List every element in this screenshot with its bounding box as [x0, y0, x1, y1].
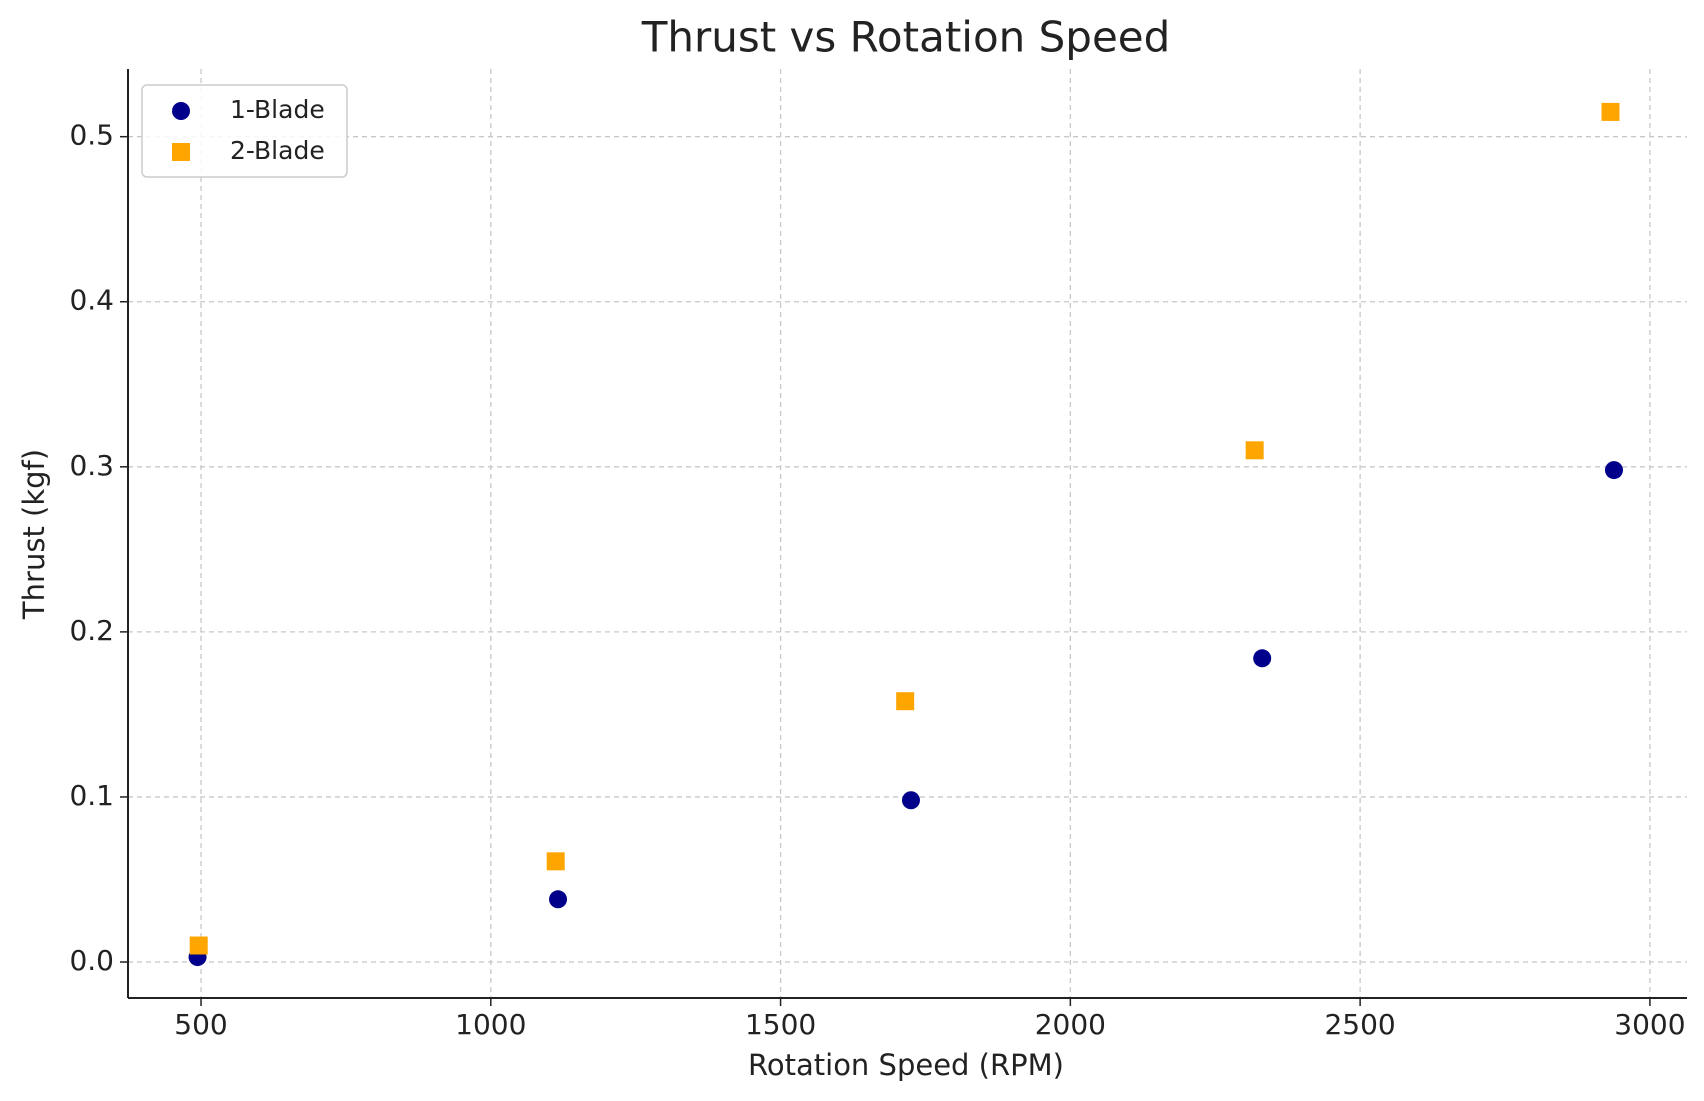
marker: [896, 692, 915, 711]
marker: [1604, 461, 1623, 480]
legend-marker: [172, 102, 190, 120]
legend: 1-Blade 2-Blade: [141, 84, 348, 178]
marker: [546, 852, 565, 871]
x-tick-label: 500: [174, 1008, 227, 1041]
legend-box: [141, 84, 348, 178]
marker: [1253, 649, 1272, 668]
x-tick-label: 2500: [1324, 1008, 1395, 1041]
y-tick-label: 0.0: [69, 944, 114, 977]
y-axis-label: Thrust (kgf): [17, 449, 51, 620]
marker: [189, 936, 208, 955]
y-tick-label: 0.2: [69, 614, 114, 647]
legend-marker: [172, 143, 190, 161]
y-tick-label: 0.1: [69, 779, 114, 812]
x-tick-label: 2000: [1035, 1008, 1106, 1041]
legend-label: 1-Blade: [230, 95, 325, 124]
x-tick-label: 1500: [745, 1008, 816, 1041]
marker: [901, 791, 920, 810]
marker: [549, 890, 568, 909]
legend-label: 2-Blade: [230, 136, 325, 165]
x-axis-label: Rotation Speed (RPM): [748, 1048, 1064, 1082]
y-tick-label: 0.3: [69, 449, 114, 482]
marker: [1245, 441, 1264, 460]
x-tick-label: 1000: [455, 1008, 526, 1041]
x-tick-label: 3000: [1614, 1008, 1685, 1041]
y-tick-label: 0.4: [69, 284, 114, 317]
y-tick-label: 0.5: [69, 119, 114, 152]
marker: [1601, 102, 1620, 121]
chart-title: Thrust vs Rotation Speed: [641, 13, 1171, 62]
